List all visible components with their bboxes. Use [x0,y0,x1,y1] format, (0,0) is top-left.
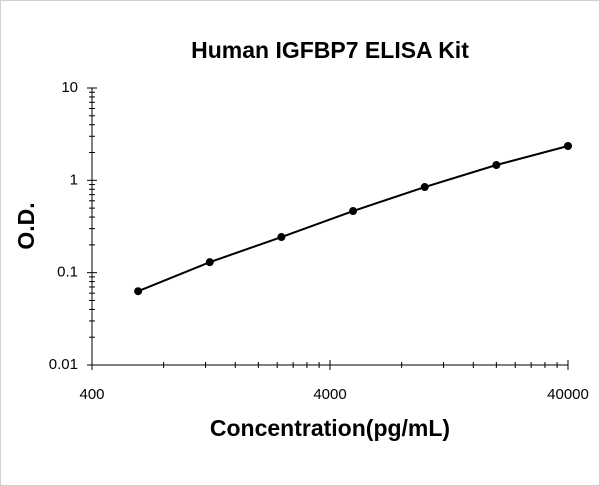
x-tick-label: 4000 [313,386,346,403]
data-point [134,287,143,296]
y-tick-label: 0.1 [57,264,78,281]
data-point [564,141,572,150]
data-point [277,233,286,242]
data-point [349,207,358,216]
y-tick-label: 1 [70,171,78,188]
data-point [420,183,429,192]
x-tick-label: 400 [79,386,104,403]
y-axis-label: O.D. [13,202,39,249]
x-tick-label: 40000 [547,386,589,403]
y-tick-label: 0.01 [49,356,78,373]
y-tick-label: 10 [61,79,78,96]
chart-title: Human IGFBP7 ELISA Kit [191,37,469,63]
data-point [205,258,214,267]
data-point [492,161,501,170]
x-axis-label: Concentration(pg/mL) [210,415,450,441]
